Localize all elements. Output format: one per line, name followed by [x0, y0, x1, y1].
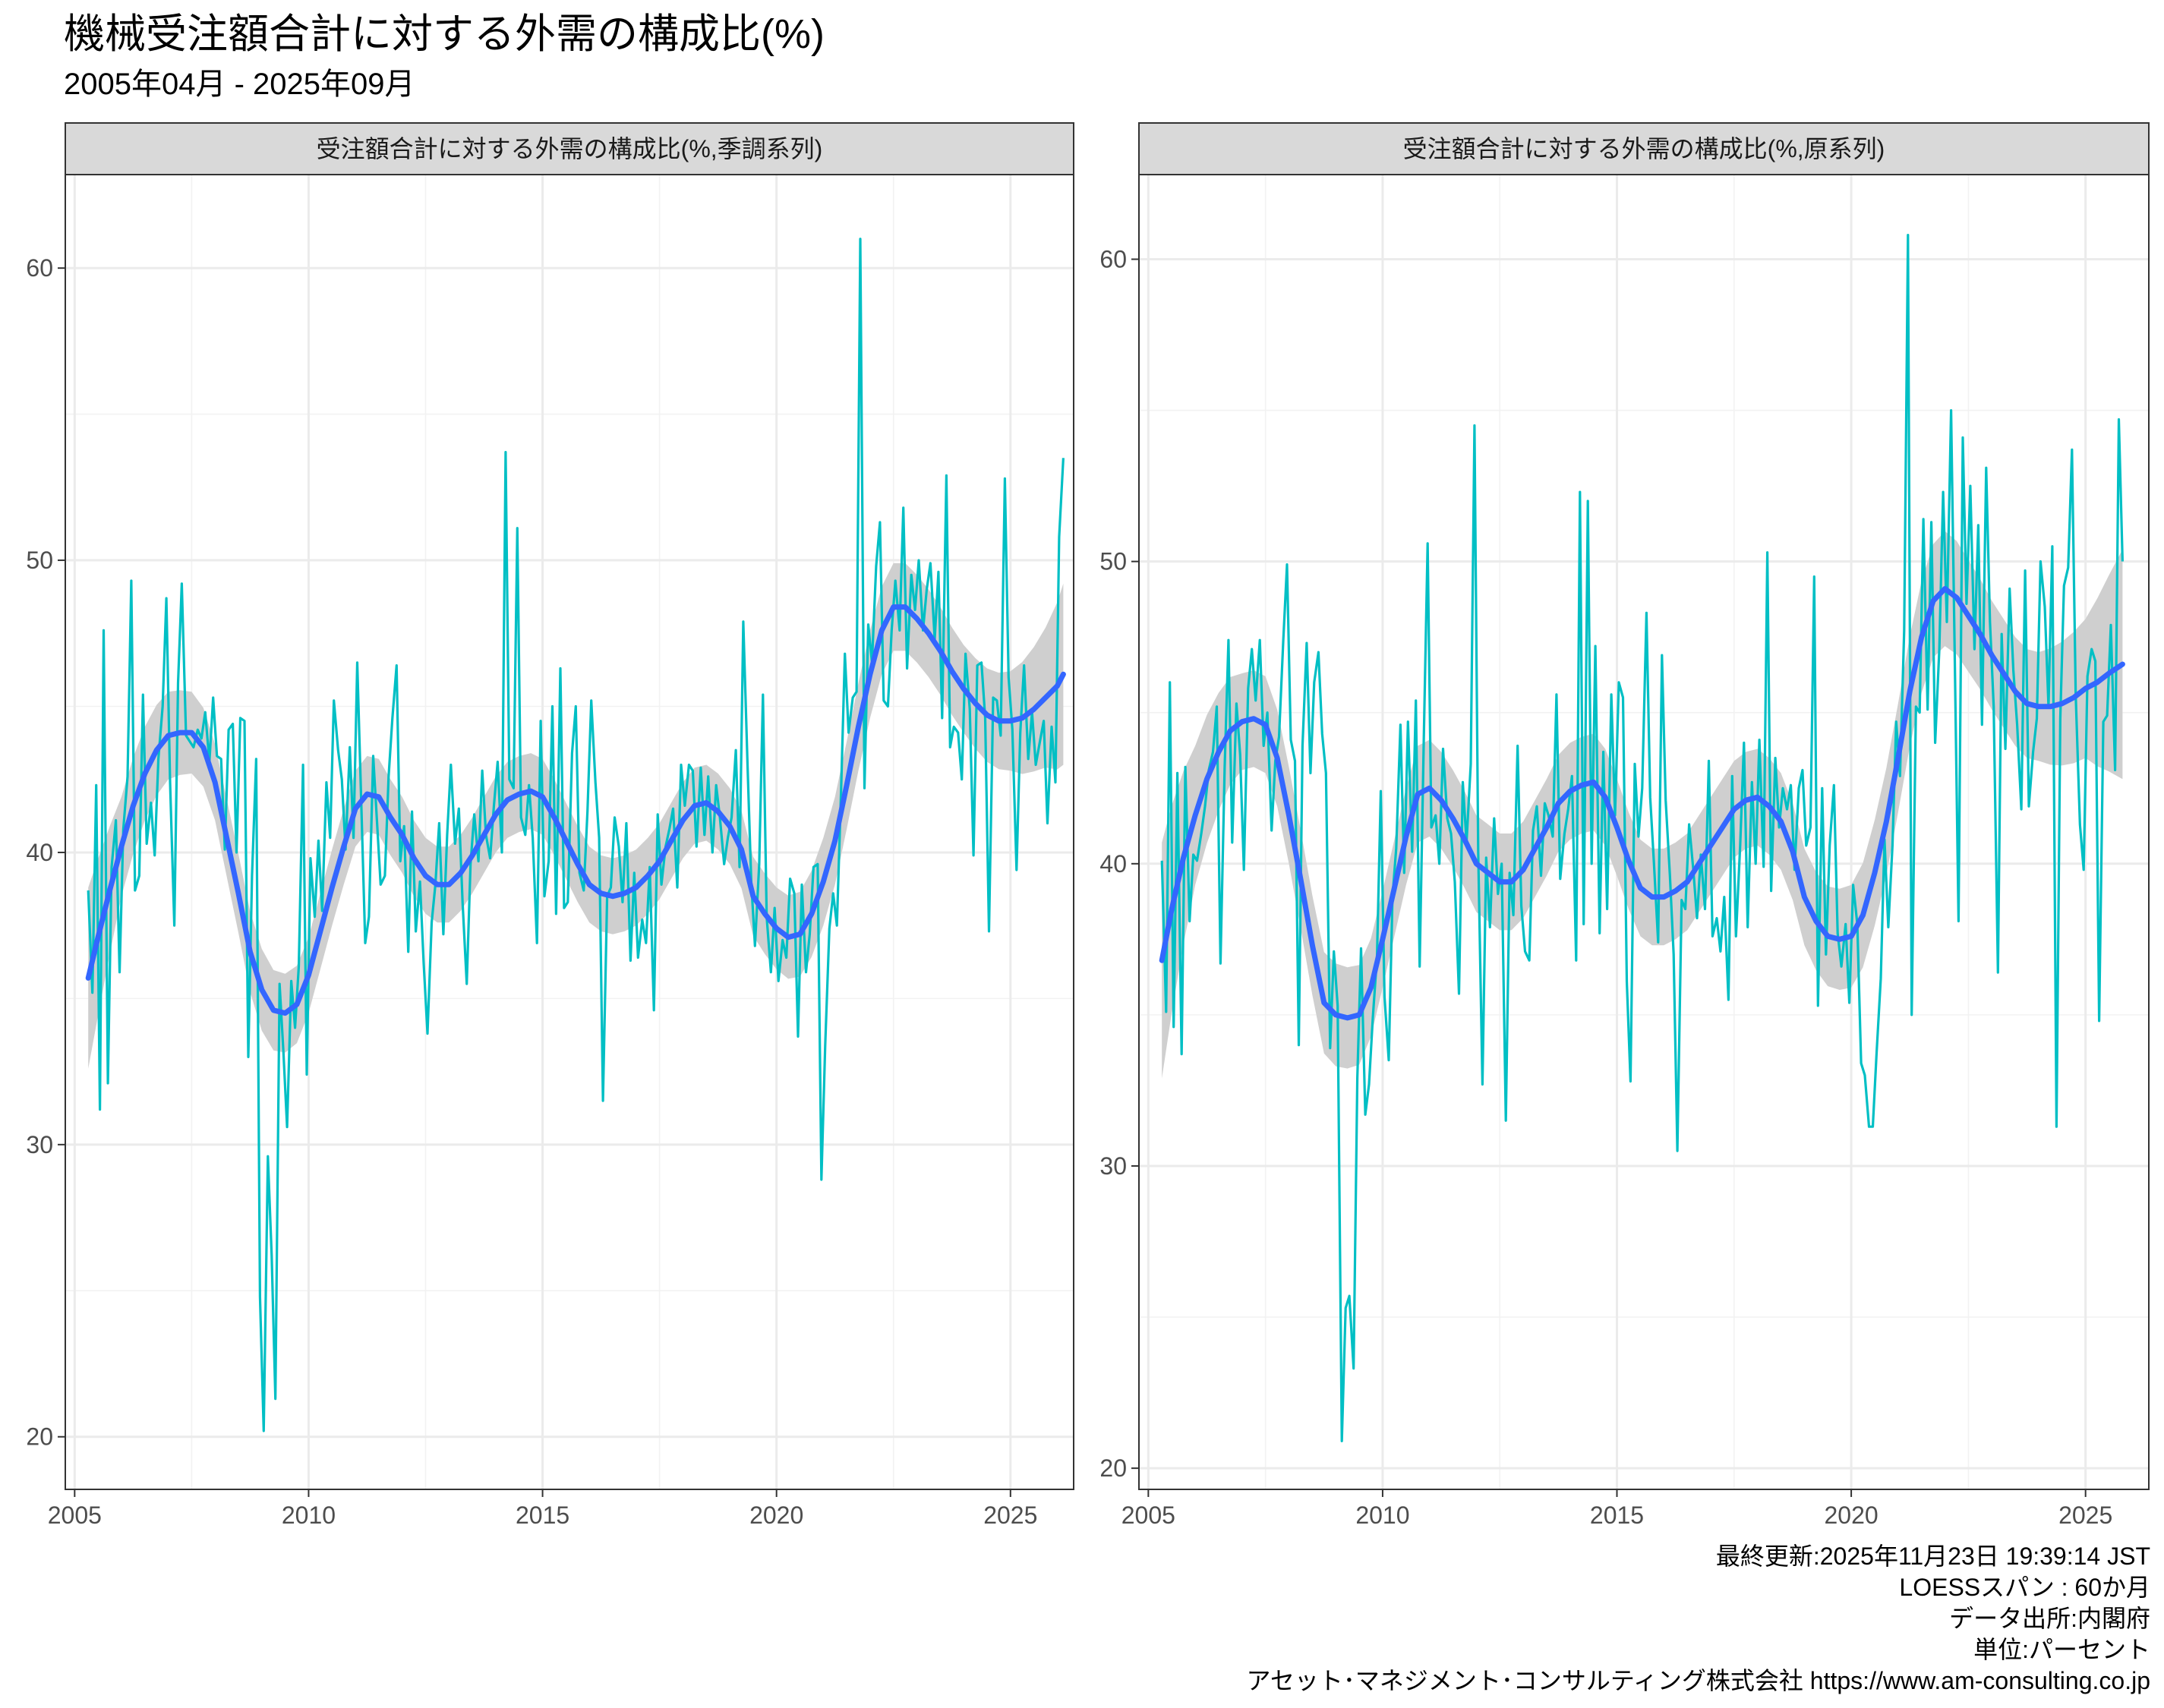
loess-smooth-line [1159, 586, 2125, 1021]
x-tick-label: 2020 [749, 1502, 803, 1529]
caption-unit: 単位:パーセント [1973, 1636, 2150, 1663]
y-tick-label: 20 [26, 1423, 53, 1451]
caption: 最終更新:2025年11月23日 19:39:14 JST LOESSスパン :… [1246, 1541, 2150, 1697]
y-tick-label: 50 [1099, 548, 1127, 575]
panel-strip [1138, 122, 2150, 175]
y-tick-label: 50 [26, 547, 53, 574]
loess-smooth-line [85, 604, 1066, 1016]
x-tick-label: 2015 [1590, 1502, 1644, 1529]
chart-title: 機械受注額合計に対する外需の構成比(%) [64, 11, 825, 57]
plot-border [65, 174, 1074, 1490]
plot-background [1139, 175, 2149, 1489]
x-tick-label: 2020 [1825, 1502, 1879, 1529]
x-tick-label: 2005 [1121, 1502, 1175, 1529]
x-tick-label: 2010 [1355, 1502, 1409, 1529]
x-tick-label: 2015 [516, 1502, 569, 1529]
caption-company: アセット･マネジメント･コンサルティング株式会社 https://www.am-… [1246, 1667, 2150, 1694]
x-tick-label: 2025 [2058, 1502, 2112, 1529]
panel-title: 受注額合計に対する外需の構成比(%,季調系列) [317, 135, 823, 162]
panel-seasonally-adjusted: 受注額合計に対する外需の構成比(%,季調系列) 2005 2010 2015 2020… [26, 122, 1074, 1529]
grid-lines [1139, 175, 2149, 1489]
panel-original-series: 受注額合計に対する外需の構成比(%,原系列) 2005 2010 2015 2020 2… [1099, 122, 2150, 1529]
caption-source: データ出所:内閣府 [1949, 1605, 2150, 1632]
y-tick-label: 60 [26, 254, 53, 282]
y-tick-label: 30 [1099, 1152, 1127, 1180]
series-line [1160, 234, 2124, 1442]
caption-updated: 最終更新:2025年11月23日 19:39:14 JST [1715, 1543, 2150, 1570]
caption-loess-span: LOESSスパン : 60か月 [1899, 1574, 2150, 1601]
panel-title: 受注額合計に対する外需の構成比(%,原系列) [1403, 135, 1885, 162]
x-tick-label: 2005 [48, 1502, 102, 1529]
plot-border [1138, 174, 2150, 1490]
y-tick-label: 30 [26, 1131, 53, 1158]
y-tick-label: 60 [1099, 245, 1127, 273]
series-line [87, 238, 1065, 1432]
chart-subtitle: 2005年04月 - 2025年09月 [64, 68, 415, 101]
x-tick-label: 2010 [282, 1502, 336, 1529]
x-tick-label: 2025 [983, 1502, 1037, 1529]
y-tick-label: 40 [26, 839, 53, 866]
y-tick-label: 40 [1099, 850, 1127, 878]
y-tick-label: 20 [1099, 1454, 1127, 1482]
